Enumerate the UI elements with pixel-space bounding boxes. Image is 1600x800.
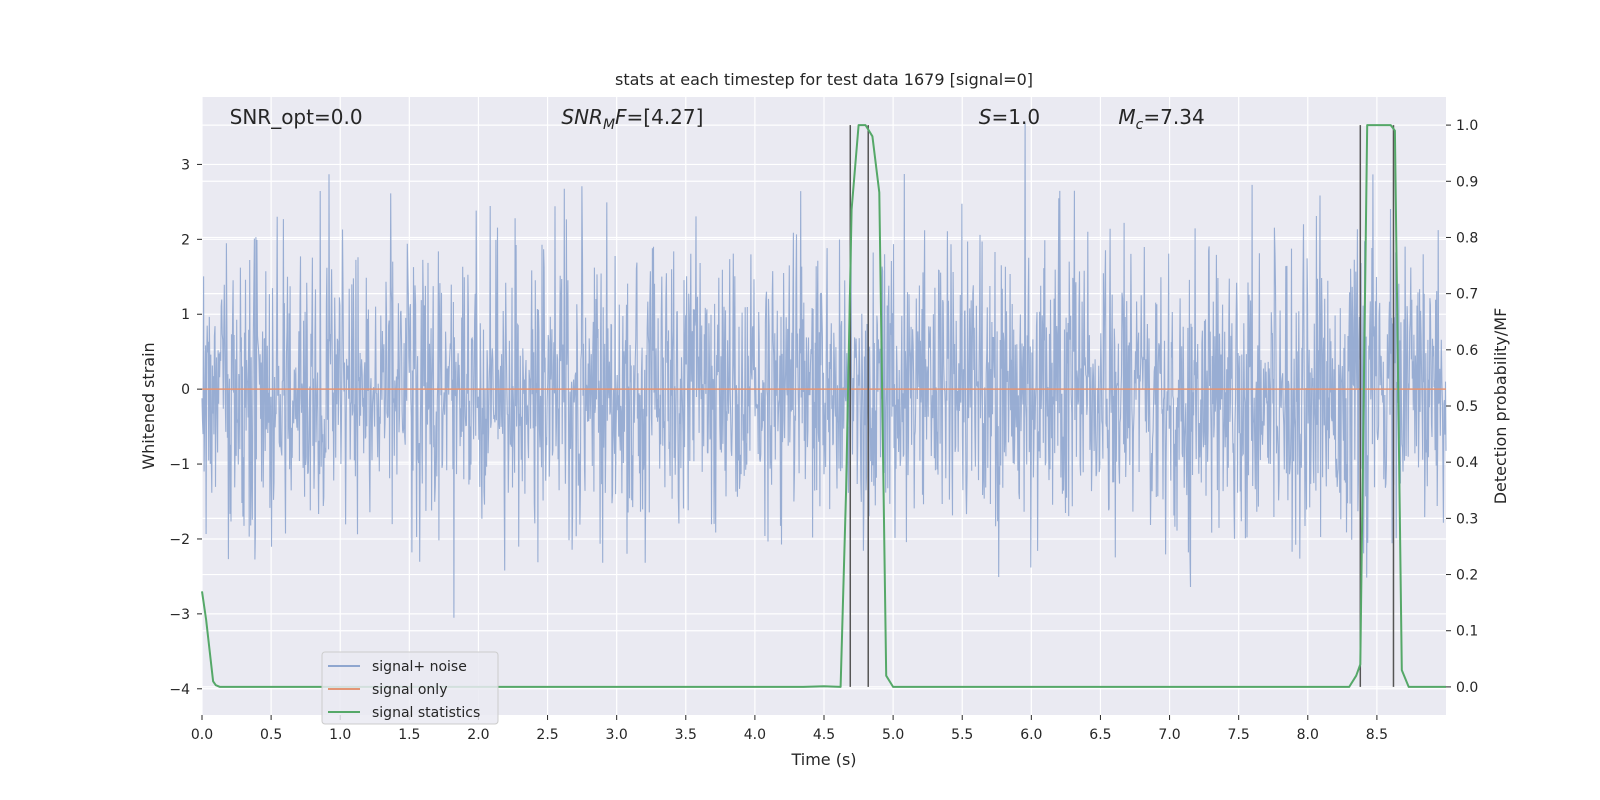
x-tick-label: 6.5 [1089, 727, 1111, 743]
noise-series [201, 123, 1447, 618]
x-tick-label: 8.0 [1297, 727, 1319, 743]
x-tick-label: 4.5 [813, 727, 835, 743]
x-axis-label: Time (s) [790, 750, 856, 769]
x-tick-label: 7.5 [1228, 727, 1250, 743]
x-tick-label: 6.0 [1020, 727, 1042, 743]
legend-label: signal+ noise [372, 659, 467, 675]
x-tick-label: 5.5 [951, 727, 973, 743]
y-tick-label-right: 0.7 [1456, 287, 1478, 303]
annotation-prefix: S [979, 105, 992, 129]
annotation-suffix: = [992, 105, 1009, 129]
annotation-suffix: F= [615, 105, 643, 129]
x-tick-label: 0.0 [191, 727, 213, 743]
x-tick-label: 8.5 [1366, 727, 1388, 743]
y-tick-label-left: 3 [181, 157, 190, 173]
y-tick-label-left: −2 [169, 532, 190, 548]
y-tick-label-right: 0.4 [1456, 455, 1478, 471]
annotation-value: [4.27] [643, 105, 703, 129]
chart-title: stats at each timestep for test data 167… [615, 70, 1033, 89]
x-tick-label: 4.0 [744, 727, 766, 743]
tick-labels: 0.0 0.5 1.0 1.5 2.0 2.5 3.0 3.5 4.0 4.5 5.0 5.5 6.0 6… [169, 118, 1478, 743]
x-tick-label: 0.5 [260, 727, 282, 743]
signal-statistics-line [201, 124, 1446, 688]
x-tick-label: 5.0 [882, 727, 904, 743]
signal-statistics-series [201, 124, 1446, 688]
annotation-value: 1.0 [1008, 105, 1040, 129]
y-tick-label-right: 0.0 [1456, 680, 1478, 696]
y-tick-label-left: −4 [169, 682, 190, 698]
noise-line [201, 123, 1447, 618]
y-tick-label-right: 0.8 [1456, 230, 1478, 246]
y-tick-label-right: 0.9 [1456, 174, 1478, 190]
y-tick-label-left: 0 [181, 382, 190, 398]
y-tick-label-right: 0.6 [1456, 343, 1478, 359]
y-tick-label-left: −1 [169, 457, 190, 473]
y-tick-label-right: 0.2 [1456, 568, 1478, 584]
x-tick-label: 3.0 [606, 727, 628, 743]
annotation-prefix: SNR_opt= [230, 105, 331, 129]
y-tick-label-right: 1.0 [1456, 118, 1478, 134]
y-tick-label-left: 1 [181, 307, 190, 323]
legend-box [321, 651, 499, 725]
x-tick-label: 3.5 [675, 727, 697, 743]
x-tick-label: 2.5 [536, 727, 558, 743]
annotations: SNR_opt=0.0 SNRMF=[4.27] S=1.0 Mc=7.34 [230, 105, 1205, 133]
annotation-prefix: M [1118, 105, 1135, 129]
annotation-value: 7.34 [1160, 105, 1205, 129]
annotation-2: SNRMF=[4.27] [561, 105, 703, 133]
legend: signal+ noise signal only signal statistic… [321, 651, 499, 725]
x-tick-label: 1.0 [329, 727, 351, 743]
x-tick-label: 1.5 [398, 727, 420, 743]
annotation-subscript: M [603, 117, 615, 133]
x-tick-label: 7.0 [1158, 727, 1180, 743]
legend-label: signal only [372, 682, 447, 698]
y-axis-label-right: Detection probability/MF [1491, 308, 1510, 505]
x-tick-label: 2.0 [467, 727, 489, 743]
annotation-value: 0.0 [331, 105, 363, 129]
y-tick-label-right: 0.5 [1456, 399, 1478, 415]
annotation-4: Mc=7.34 [1118, 105, 1204, 133]
annotation-suffix: = [1143, 105, 1160, 129]
annotation-1: SNR_opt=0.0 [230, 105, 363, 129]
y-tick-label-right: 0.3 [1456, 511, 1478, 527]
annotation-3: S=1.0 [979, 105, 1040, 129]
y-tick-label-left: 2 [181, 232, 190, 248]
annotation-subscript: c [1136, 117, 1144, 133]
y-axis-label-left: Whitened strain [139, 342, 158, 469]
y-tick-label-right: 0.1 [1456, 624, 1478, 640]
y-tick-label-left: −3 [169, 607, 190, 623]
annotation-prefix: SNR [561, 105, 603, 129]
legend-label: signal statistics [372, 705, 480, 721]
